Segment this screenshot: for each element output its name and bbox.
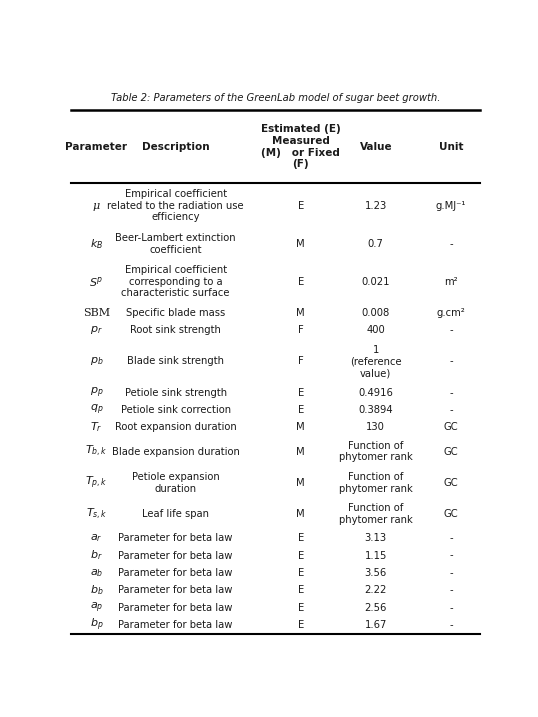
Text: Function of
phytomer rank: Function of phytomer rank xyxy=(339,503,413,525)
Text: m²: m² xyxy=(444,277,458,287)
Text: SBM: SBM xyxy=(83,308,110,318)
Text: -: - xyxy=(449,326,452,336)
Text: Parameter: Parameter xyxy=(66,142,128,152)
Text: E: E xyxy=(298,585,304,595)
Text: E: E xyxy=(298,533,304,543)
Text: Parameter for beta law: Parameter for beta law xyxy=(118,585,233,595)
Text: E: E xyxy=(298,405,304,415)
Text: Specific blade mass: Specific blade mass xyxy=(126,308,225,318)
Text: Root expansion duration: Root expansion duration xyxy=(115,422,237,432)
Text: $T_{r}$: $T_{r}$ xyxy=(90,420,103,435)
Text: F: F xyxy=(298,326,303,336)
Text: 1.23: 1.23 xyxy=(365,201,387,211)
Text: -: - xyxy=(449,388,452,398)
Text: M: M xyxy=(296,447,305,457)
Text: $p_{r}$: $p_{r}$ xyxy=(90,324,103,336)
Text: GC: GC xyxy=(443,447,458,457)
Text: 3.13: 3.13 xyxy=(365,533,387,543)
Text: 1.15: 1.15 xyxy=(365,551,387,561)
Text: -: - xyxy=(449,356,452,366)
Text: -: - xyxy=(449,603,452,612)
Text: Function of
phytomer rank: Function of phytomer rank xyxy=(339,472,413,493)
Text: -: - xyxy=(449,405,452,415)
Text: $a_{r}$: $a_{r}$ xyxy=(90,532,103,544)
Text: Root sink strength: Root sink strength xyxy=(130,326,221,336)
Text: -: - xyxy=(449,533,452,543)
Text: $b_{p}$: $b_{p}$ xyxy=(90,617,103,633)
Text: g.cm²: g.cm² xyxy=(436,308,465,318)
Text: $T_{b,k}$: $T_{b,k}$ xyxy=(85,444,108,459)
Text: GC: GC xyxy=(443,422,458,432)
Text: Value: Value xyxy=(359,142,392,152)
Text: Petiole expansion
duration: Petiole expansion duration xyxy=(132,472,220,493)
Text: 1.67: 1.67 xyxy=(365,620,387,630)
Text: Estimated (E)
Measured
(M)   or Fixed
(F): Estimated (E) Measured (M) or Fixed (F) xyxy=(261,124,341,169)
Text: Petiole sink correction: Petiole sink correction xyxy=(121,405,231,415)
Text: Blade sink strength: Blade sink strength xyxy=(127,356,224,366)
Text: Parameter for beta law: Parameter for beta law xyxy=(118,551,233,561)
Text: -: - xyxy=(449,551,452,561)
Text: M: M xyxy=(296,509,305,519)
Text: E: E xyxy=(298,277,304,287)
Text: Parameter for beta law: Parameter for beta law xyxy=(118,620,233,630)
Text: -: - xyxy=(449,585,452,595)
Text: Leaf life span: Leaf life span xyxy=(142,509,209,519)
Text: Description: Description xyxy=(142,142,209,152)
Text: Beer-Lambert extinction
coefficient: Beer-Lambert extinction coefficient xyxy=(115,233,236,255)
Text: M: M xyxy=(296,308,305,318)
Text: -: - xyxy=(449,568,452,578)
Text: $a_{b}$: $a_{b}$ xyxy=(90,567,103,579)
Text: 3.56: 3.56 xyxy=(365,568,387,578)
Text: GC: GC xyxy=(443,509,458,519)
Text: $q_{p}$: $q_{p}$ xyxy=(90,403,103,417)
Text: E: E xyxy=(298,603,304,612)
Text: Blade expansion duration: Blade expansion duration xyxy=(112,447,239,457)
Text: GC: GC xyxy=(443,478,458,488)
Text: E: E xyxy=(298,388,304,398)
Text: E: E xyxy=(298,620,304,630)
Text: Parameter for beta law: Parameter for beta law xyxy=(118,603,233,612)
Text: μ: μ xyxy=(93,201,100,211)
Text: Function of
phytomer rank: Function of phytomer rank xyxy=(339,441,413,462)
Text: $T_{p,k}$: $T_{p,k}$ xyxy=(85,475,108,491)
Text: -: - xyxy=(449,239,452,249)
Text: 0.4916: 0.4916 xyxy=(358,388,393,398)
Text: 2.22: 2.22 xyxy=(365,585,387,595)
Text: M: M xyxy=(296,239,305,249)
Text: M: M xyxy=(296,478,305,488)
Text: E: E xyxy=(298,201,304,211)
Text: $S^{p}$: $S^{p}$ xyxy=(89,275,104,289)
Text: $b_{b}$: $b_{b}$ xyxy=(90,584,103,597)
Text: $p_{b}$: $p_{b}$ xyxy=(90,356,103,368)
Text: 130: 130 xyxy=(366,422,385,432)
Text: Petiole sink strength: Petiole sink strength xyxy=(125,388,226,398)
Text: M: M xyxy=(296,422,305,432)
Text: Table 2: Parameters of the GreenLab model of sugar beet growth.: Table 2: Parameters of the GreenLab mode… xyxy=(111,92,441,103)
Text: $b_{r}$: $b_{r}$ xyxy=(90,549,103,563)
Text: Unit: Unit xyxy=(438,142,463,152)
Text: $a_{p}$: $a_{p}$ xyxy=(90,600,103,615)
Text: 0.021: 0.021 xyxy=(362,277,390,287)
Text: E: E xyxy=(298,568,304,578)
Text: 1
(reference
value): 1 (reference value) xyxy=(350,345,401,378)
Text: $p_{p}$: $p_{p}$ xyxy=(90,386,103,400)
Text: g.MJ⁻¹: g.MJ⁻¹ xyxy=(436,201,466,211)
Text: 400: 400 xyxy=(366,326,385,336)
Text: Empirical coefficient
related to the radiation use
efficiency: Empirical coefficient related to the rad… xyxy=(108,189,244,222)
Text: -: - xyxy=(449,620,452,630)
Text: E: E xyxy=(298,551,304,561)
Text: Empirical coefficient
corresponding to a
characteristic surface: Empirical coefficient corresponding to a… xyxy=(122,265,230,298)
Text: F: F xyxy=(298,356,303,366)
Text: $T_{s,k}$: $T_{s,k}$ xyxy=(86,506,107,521)
Text: 0.7: 0.7 xyxy=(368,239,384,249)
Text: 2.56: 2.56 xyxy=(365,603,387,612)
Text: 0.008: 0.008 xyxy=(362,308,390,318)
Text: Parameter for beta law: Parameter for beta law xyxy=(118,533,233,543)
Text: 0.3894: 0.3894 xyxy=(358,405,393,415)
Text: Parameter for beta law: Parameter for beta law xyxy=(118,568,233,578)
Text: $k_{B}$: $k_{B}$ xyxy=(90,237,103,251)
